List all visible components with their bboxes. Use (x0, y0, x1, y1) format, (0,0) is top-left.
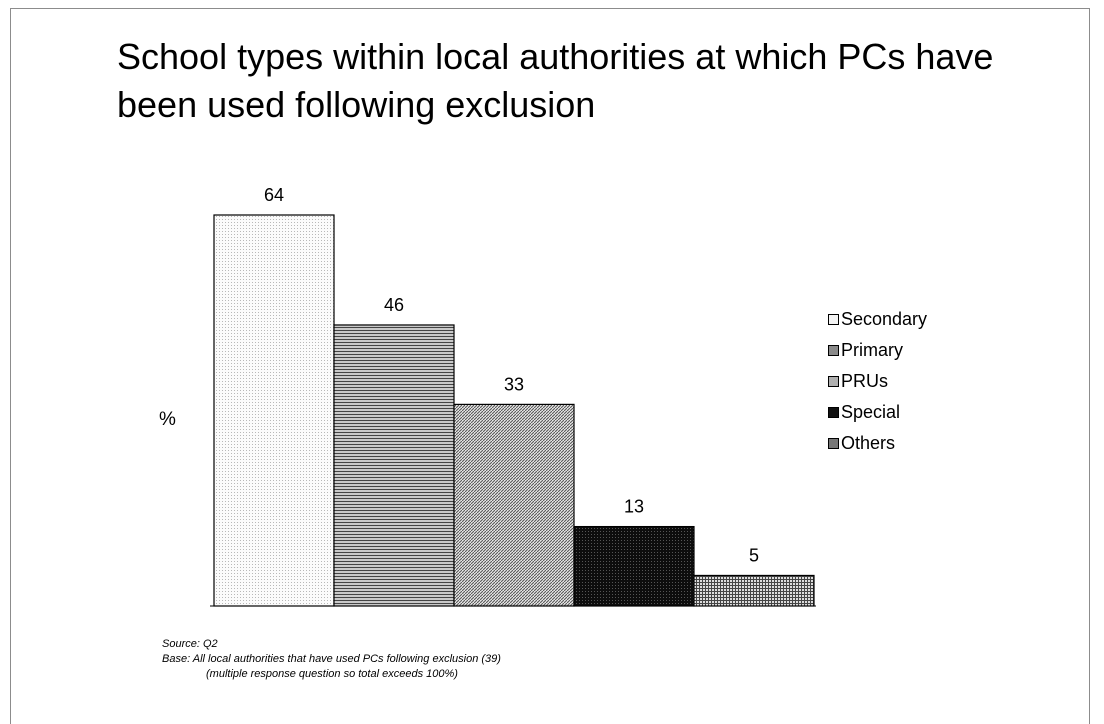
bar-special (573, 525, 695, 607)
legend-item-special: Special (828, 397, 927, 428)
legend-item-others: Others (828, 428, 927, 459)
legend-item-prus: PRUs (828, 366, 927, 397)
legend-swatch (828, 314, 839, 325)
legend-label: Special (841, 402, 901, 422)
data-label-secondary: 64 (264, 185, 284, 205)
chart-title: School types within local authorities at… (117, 36, 994, 125)
data-label-others: 5 (749, 545, 759, 565)
legend-swatch (828, 438, 839, 449)
source-line: Source: Q2 (162, 638, 218, 650)
bar-secondary (213, 214, 335, 607)
data-label-prus: 33 (504, 374, 524, 394)
legend-label: Primary (841, 340, 903, 360)
bar-prus (453, 403, 575, 607)
chart-legend: Secondary Primary PRUs Special Others (828, 304, 927, 459)
data-label-primary: 46 (384, 295, 404, 315)
source-note: Source: Q2 Base: All local authorities t… (162, 637, 501, 682)
legend-swatch (828, 345, 839, 356)
bar-others (693, 574, 815, 607)
bar-primary (333, 324, 455, 607)
data-label-special: 13 (624, 497, 644, 517)
y-axis-label: % (159, 409, 176, 430)
legend-label: Secondary (841, 309, 928, 329)
legend-item-secondary: Secondary (828, 304, 927, 335)
legend-label: PRUs (841, 371, 889, 391)
legend-swatch (828, 376, 839, 387)
legend-swatch (828, 407, 839, 418)
base-line: Base: All local authorities that have us… (162, 653, 501, 665)
base-note: (multiple response question so total exc… (206, 668, 458, 680)
legend-item-primary: Primary (828, 335, 927, 366)
legend-label: Others (841, 433, 896, 453)
